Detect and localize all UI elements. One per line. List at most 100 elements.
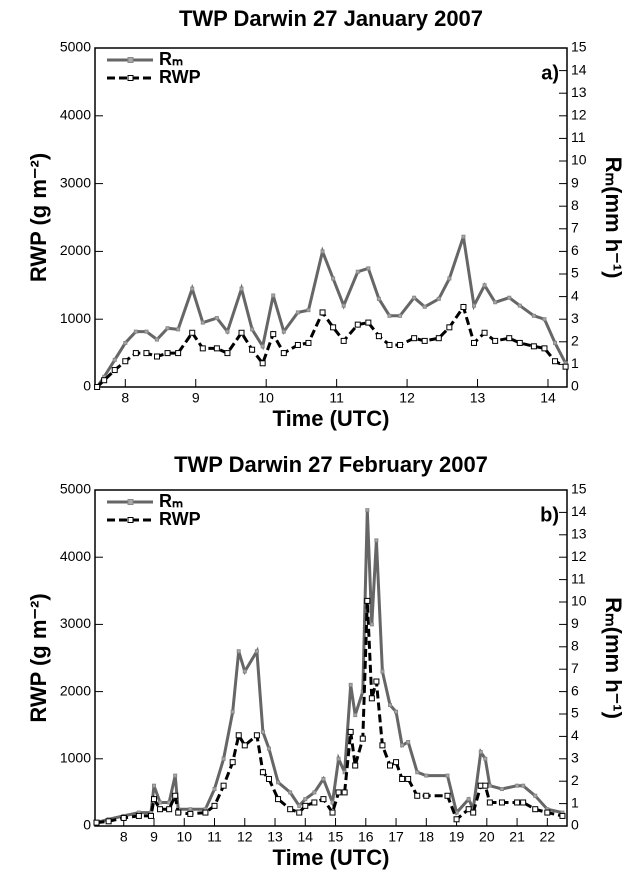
data-point	[275, 796, 282, 803]
y2-tick-label: 6	[571, 682, 579, 698]
data-point	[421, 337, 428, 344]
y2-tick-label: 14	[571, 61, 587, 77]
data-point	[175, 809, 182, 816]
data-point	[445, 773, 450, 778]
data-point	[172, 792, 179, 799]
data-point	[422, 304, 427, 309]
data-point	[297, 803, 302, 808]
data-point	[250, 327, 255, 332]
data-point	[552, 358, 559, 365]
data-point	[166, 806, 173, 813]
legend-marker	[127, 75, 134, 81]
y-tick-label: 1000	[60, 310, 91, 326]
data-point	[241, 742, 248, 749]
data-point	[101, 377, 108, 384]
data-point	[506, 335, 513, 342]
y2-tick-label: 12	[571, 107, 587, 123]
data-point	[173, 773, 178, 778]
data-point	[375, 333, 382, 340]
data-point	[224, 350, 231, 357]
x-tick-label: 18	[419, 829, 435, 845]
data-point	[487, 783, 492, 788]
legend-marker	[127, 499, 134, 505]
data-point	[465, 806, 472, 813]
legend-label: RWP	[159, 509, 201, 529]
data-point	[105, 818, 112, 825]
x-tick-label: 8	[120, 829, 128, 845]
data-point	[331, 276, 336, 281]
y2-tick-label: 11	[571, 570, 586, 586]
data-point	[541, 345, 548, 352]
data-point	[321, 776, 326, 781]
x-tick-label: 17	[388, 829, 404, 845]
data-point	[483, 756, 488, 761]
data-point	[481, 329, 488, 336]
data-point	[466, 797, 471, 802]
y2-tick-label: 4	[571, 727, 579, 743]
data-point	[478, 750, 483, 755]
x-tick-label: 9	[192, 390, 200, 406]
data-point	[414, 792, 421, 799]
y2-tick-label: 8	[571, 638, 579, 654]
data-point	[415, 770, 420, 775]
data-point	[287, 806, 294, 813]
data-point	[271, 293, 276, 298]
data-point	[364, 597, 371, 604]
x-tick-label: 14	[297, 829, 313, 845]
data-point	[281, 329, 286, 334]
data-point	[295, 310, 300, 315]
legend-label: Rₘ	[159, 491, 183, 511]
data-point	[312, 790, 317, 795]
data-point	[460, 303, 467, 310]
data-point	[254, 649, 259, 654]
x-tick-label: 11	[329, 390, 344, 406]
data-point	[306, 308, 311, 313]
y2-tick-label: 1	[571, 794, 579, 810]
data-point	[507, 295, 512, 300]
data-point	[553, 340, 558, 345]
data-point	[335, 789, 342, 796]
data-point	[355, 269, 360, 274]
data-point	[235, 732, 242, 739]
data-point	[493, 300, 498, 305]
y-axis-label: RWP (g m⁻²)	[26, 593, 51, 722]
data-point	[399, 775, 406, 782]
data-point	[412, 295, 417, 300]
y2-tick-label: 13	[571, 84, 587, 100]
y2-tick-label: 0	[571, 378, 579, 394]
data-point	[202, 809, 209, 816]
data-point	[158, 800, 163, 805]
y2-tick-label: 7	[571, 660, 579, 676]
data-point	[305, 339, 312, 346]
legend-marker	[127, 57, 134, 63]
data-point	[516, 339, 523, 346]
data-point	[411, 335, 418, 342]
data-point	[239, 286, 244, 291]
y2-tick-label: 15	[571, 481, 587, 497]
y2-axis-label: Rₘ(mm h⁻¹)	[601, 157, 626, 279]
data-point	[135, 812, 142, 819]
x-tick-label: 19	[449, 829, 465, 845]
x-tick-label: 11	[207, 829, 222, 845]
data-point	[270, 331, 277, 338]
y2-tick-label: 6	[571, 242, 579, 258]
data-point	[249, 346, 256, 353]
data-point	[190, 286, 195, 291]
data-point	[482, 283, 487, 288]
data-point	[347, 728, 354, 735]
data-point	[253, 732, 260, 739]
data-point	[373, 678, 380, 685]
data-point	[153, 353, 160, 360]
data-point	[132, 350, 139, 357]
data-point	[329, 809, 336, 816]
series-line	[95, 236, 567, 388]
legend-label: RWP	[159, 67, 201, 87]
data-point	[238, 329, 245, 336]
y-tick-label: 4000	[60, 548, 91, 564]
data-point	[461, 234, 466, 239]
data-point	[242, 669, 247, 674]
y2-tick-label: 3	[571, 310, 579, 326]
y-tick-label: 5000	[60, 481, 91, 497]
data-point	[544, 809, 551, 816]
y-tick-label: 0	[83, 817, 91, 833]
